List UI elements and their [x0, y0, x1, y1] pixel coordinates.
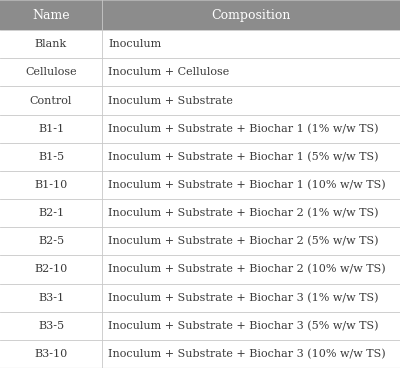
Text: B2-1: B2-1: [38, 208, 64, 218]
Text: B1-5: B1-5: [38, 152, 64, 162]
Text: Inoculum + Cellulose: Inoculum + Cellulose: [108, 67, 229, 77]
Text: Inoculum + Substrate + Biochar 3 (10% w/w TS): Inoculum + Substrate + Biochar 3 (10% w/…: [108, 349, 386, 359]
Bar: [0, 114, 400, 143]
Bar: [0, 199, 400, 227]
Text: Inoculum + Substrate + Biochar 2 (5% w/w TS): Inoculum + Substrate + Biochar 2 (5% w/w…: [108, 236, 378, 247]
Text: Inoculum + Substrate + Biochar 1 (1% w/w TS): Inoculum + Substrate + Biochar 1 (1% w/w…: [108, 124, 378, 134]
Text: Composition: Composition: [211, 8, 291, 22]
Bar: [0, 171, 400, 199]
Text: Control: Control: [30, 96, 72, 106]
Text: B2-10: B2-10: [34, 265, 68, 275]
Bar: [0, 340, 400, 368]
Text: Cellulose: Cellulose: [25, 67, 77, 77]
Bar: [0, 86, 400, 115]
Text: B3-1: B3-1: [38, 293, 64, 302]
Bar: [0, 312, 400, 340]
Bar: [0, 255, 400, 283]
Text: B3-10: B3-10: [34, 349, 68, 359]
Text: Inoculum: Inoculum: [108, 39, 161, 49]
Text: Inoculum + Substrate: Inoculum + Substrate: [108, 96, 233, 106]
Text: B3-5: B3-5: [38, 321, 64, 331]
Text: Inoculum + Substrate + Biochar 1 (5% w/w TS): Inoculum + Substrate + Biochar 1 (5% w/w…: [108, 152, 378, 162]
Text: B1-1: B1-1: [38, 124, 64, 134]
Bar: [0, 59, 400, 86]
Text: B2-5: B2-5: [38, 236, 64, 246]
Text: Inoculum + Substrate + Biochar 1 (10% w/w TS): Inoculum + Substrate + Biochar 1 (10% w/…: [108, 180, 386, 190]
Bar: [0, 227, 400, 255]
Bar: [0, 0, 400, 30]
Bar: [0, 283, 400, 312]
Text: Inoculum + Substrate + Biochar 2 (1% w/w TS): Inoculum + Substrate + Biochar 2 (1% w/w…: [108, 208, 378, 218]
Text: B1-10: B1-10: [34, 180, 68, 190]
Text: Blank: Blank: [35, 39, 67, 49]
Text: Inoculum + Substrate + Biochar 2 (10% w/w TS): Inoculum + Substrate + Biochar 2 (10% w/…: [108, 264, 386, 275]
Text: Inoculum + Substrate + Biochar 3 (5% w/w TS): Inoculum + Substrate + Biochar 3 (5% w/w…: [108, 321, 378, 331]
Bar: [0, 143, 400, 171]
Text: Name: Name: [32, 8, 70, 22]
Bar: [0, 30, 400, 58]
Text: Inoculum + Substrate + Biochar 3 (1% w/w TS): Inoculum + Substrate + Biochar 3 (1% w/w…: [108, 293, 378, 303]
